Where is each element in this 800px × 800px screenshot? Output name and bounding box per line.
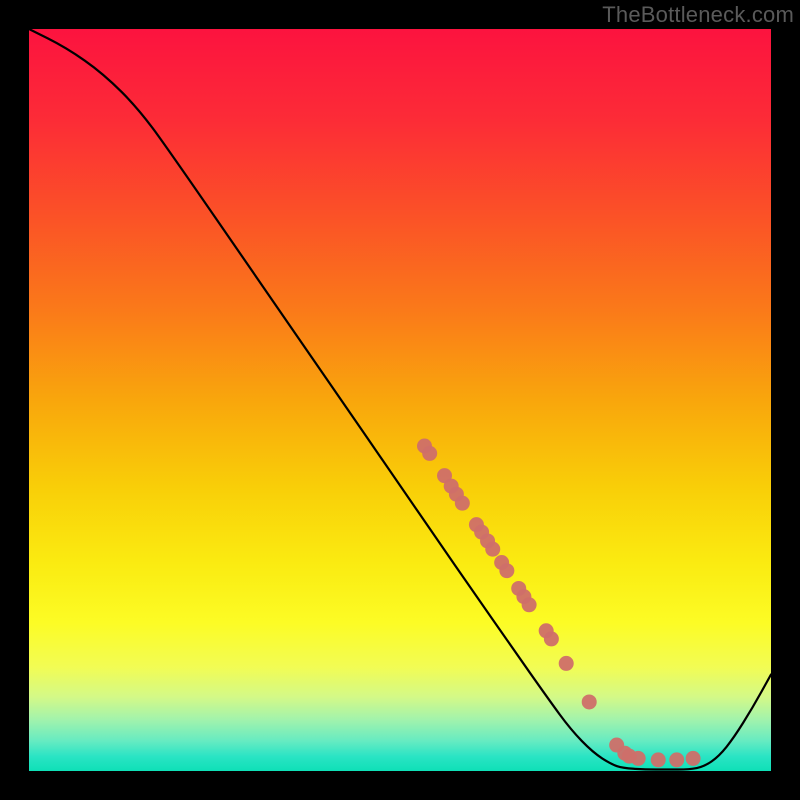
watermark-text: TheBottleneck.com xyxy=(602,2,794,28)
chart-plot-area xyxy=(29,29,771,771)
chart-gradient-background xyxy=(29,29,771,771)
